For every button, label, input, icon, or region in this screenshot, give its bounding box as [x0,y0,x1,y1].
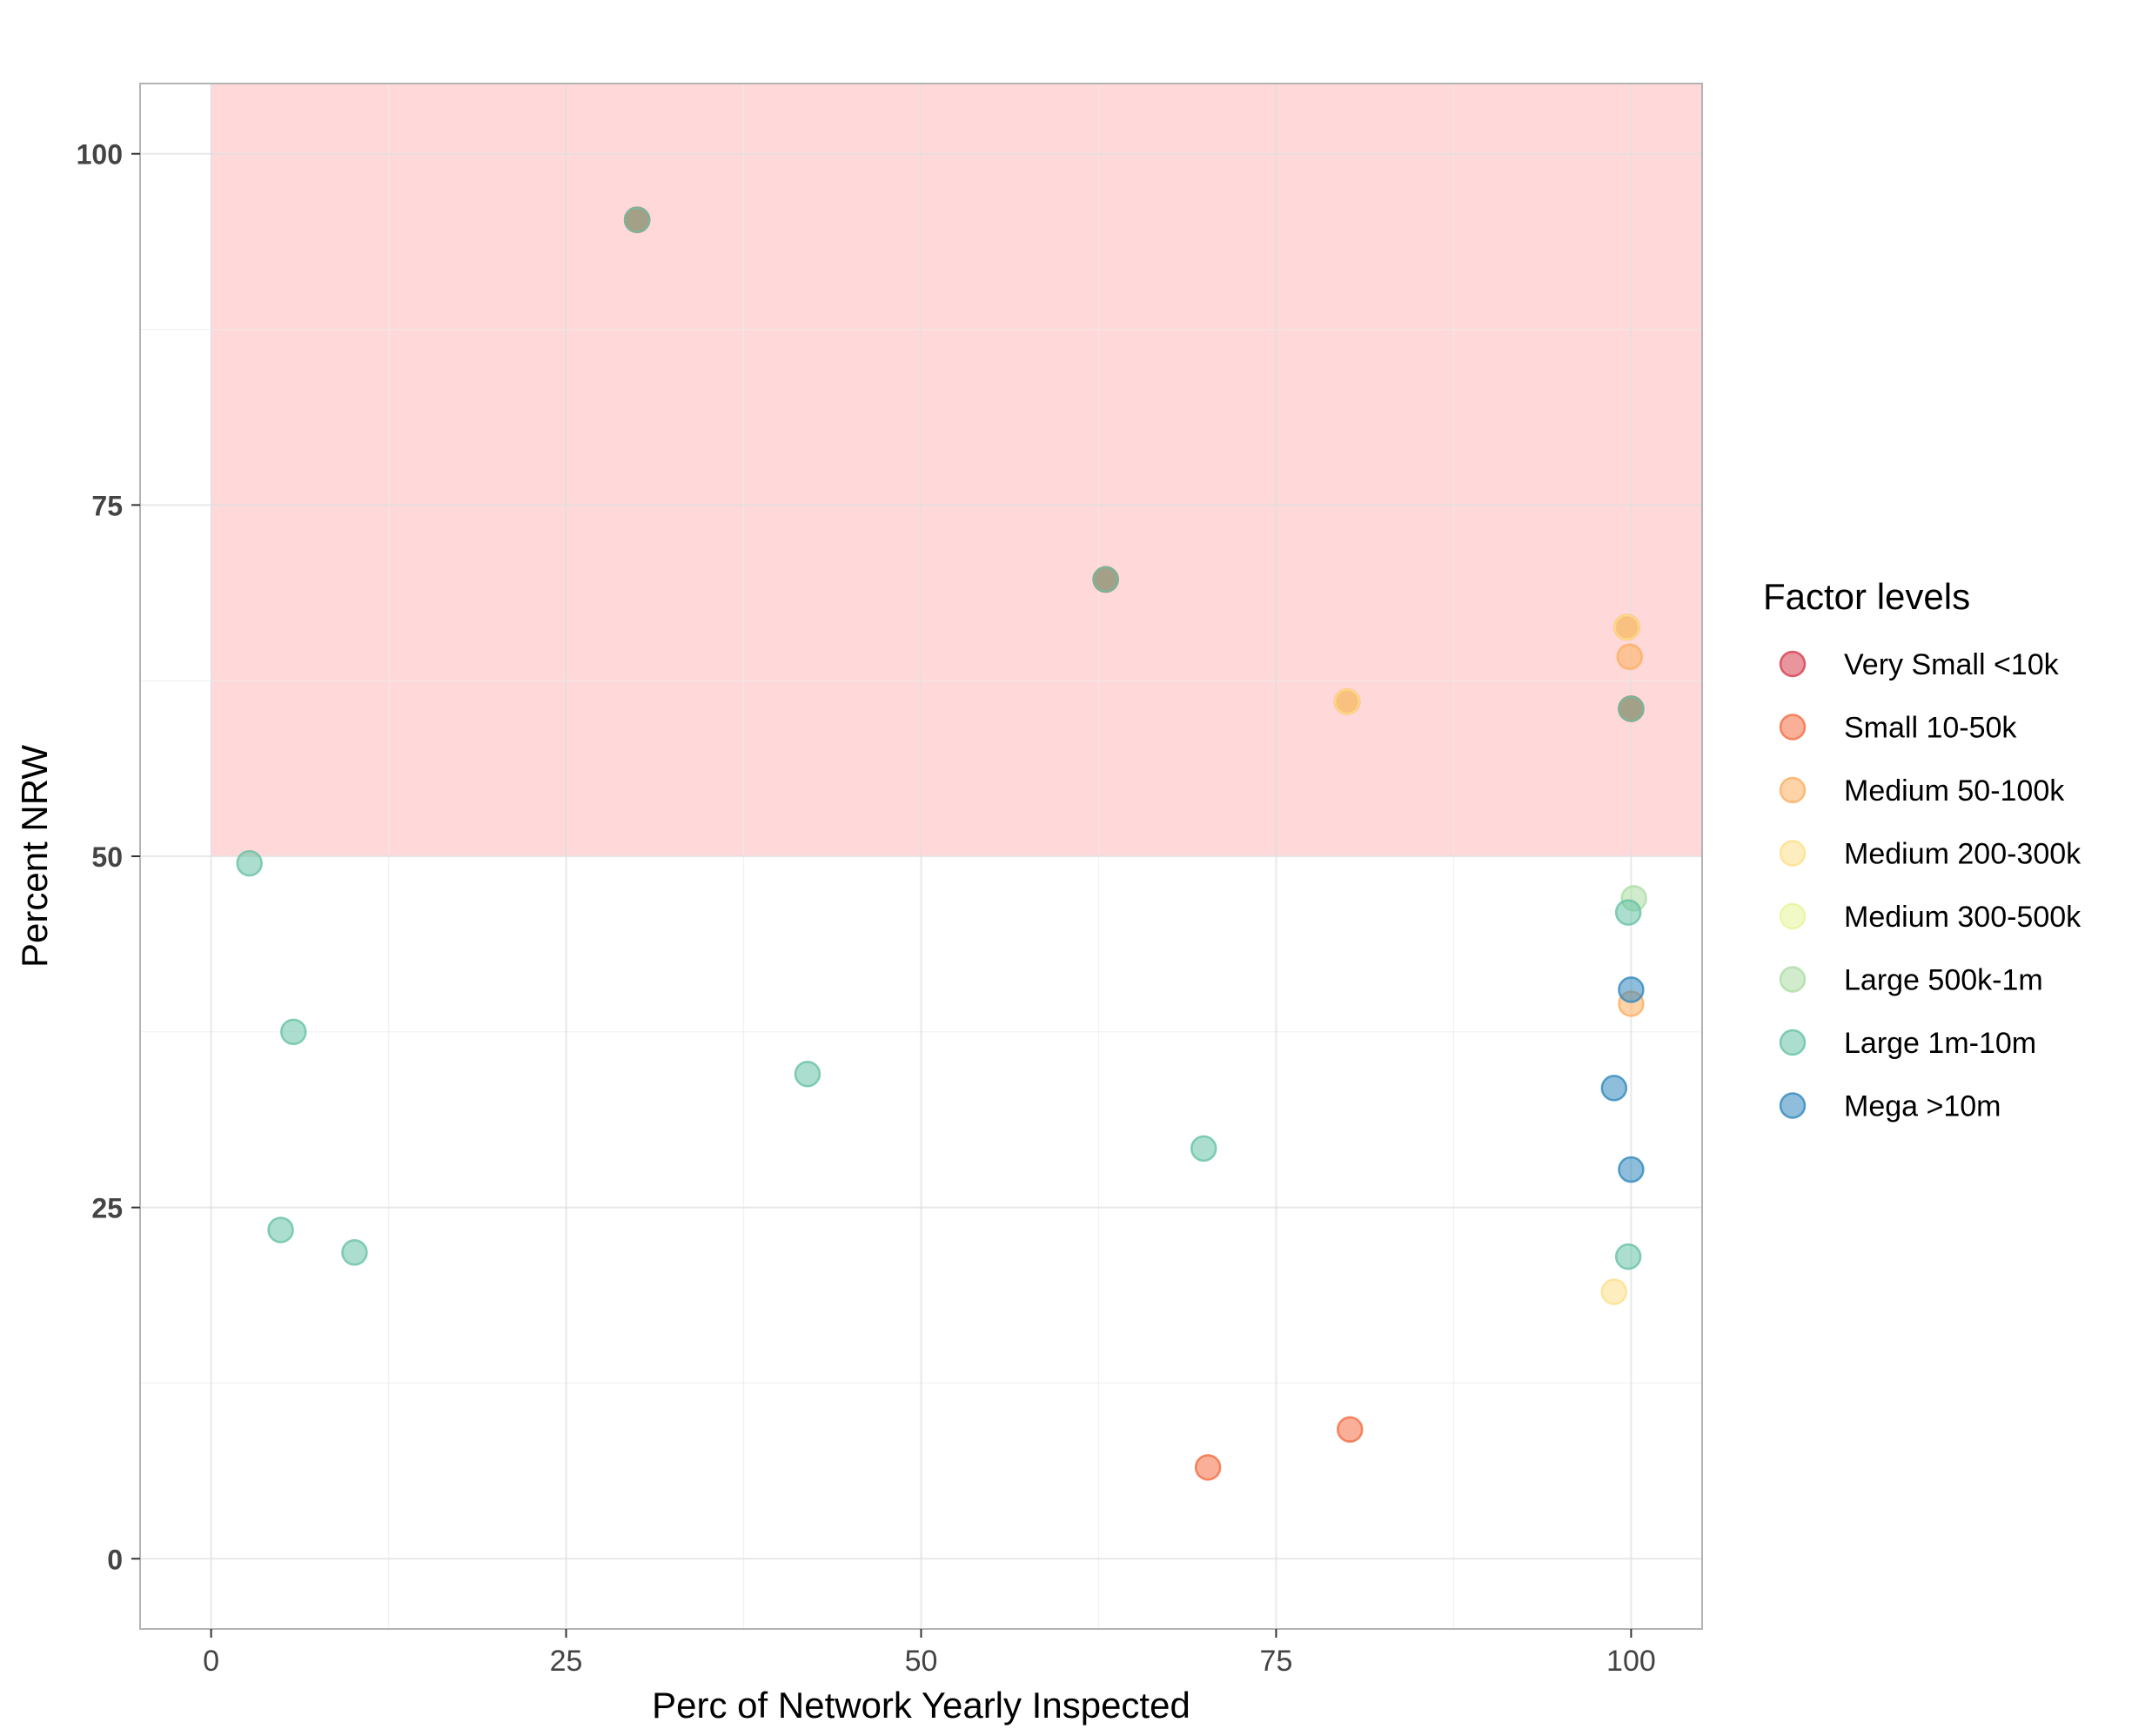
legend-key [1779,966,1807,993]
data-point [1600,1278,1628,1305]
data-point [1333,688,1361,715]
y-tick-label: 100 [77,139,123,171]
y-tick-label: 75 [91,490,123,521]
x-tick-label: 50 [905,1645,938,1678]
data-point [1614,899,1642,926]
legend-key [1779,714,1807,741]
y-tick-label: 25 [91,1193,123,1224]
legend-label: Medium 50-100k [1844,774,2065,808]
data-point [1337,1416,1364,1443]
legend-key [1779,650,1807,678]
data-point [1618,1156,1645,1183]
data-point [623,206,651,233]
data-point [1600,1075,1628,1102]
data-point [1618,976,1645,1003]
legend-label: Very Small <10k [1844,648,2060,681]
legend-items: Very Small <10k Small 10-50k Medium 50-100… [1779,648,2082,1123]
legend-key [1779,776,1807,804]
data-point [1613,613,1640,641]
highlight-region [211,84,1702,856]
legend-label: Medium 300-500k [1844,901,2082,934]
data-point [1614,1243,1642,1270]
legend-label: Large 1m-10m [1844,1027,2036,1060]
legend: Factor levels Very Small <10k Small 10-50… [1763,576,2082,1123]
data-points [236,206,1647,1481]
y-axis-ticks: 0 25 50 75 100 [77,139,140,1575]
x-tick-label: 75 [1260,1645,1293,1678]
legend-label: Small 10-50k [1844,712,2017,745]
legend-label: Medium 200-300k [1844,838,2082,871]
x-tick-label: 100 [1606,1645,1656,1678]
major-gridlines [140,84,1702,1629]
data-point [1616,643,1644,670]
data-point [1194,1454,1222,1481]
y-tick-label: 0 [107,1544,123,1575]
legend-key [1779,902,1807,930]
y-tick-label: 50 [91,841,123,873]
data-point [279,1018,307,1046]
data-point [794,1061,821,1088]
data-point [1092,566,1119,593]
legend-label: Mega >10m [1844,1090,2001,1123]
legend-key [1779,1092,1807,1119]
data-point [1190,1135,1217,1163]
x-tick-label: 0 [203,1645,219,1678]
legend-key [1779,1029,1807,1056]
data-point [341,1239,368,1266]
data-point [267,1217,294,1243]
data-point [1618,695,1645,722]
legend-title: Factor levels [1763,576,1970,617]
legend-label: Large 500k-1m [1844,964,2043,997]
x-tick-label: 25 [550,1645,583,1678]
data-point [236,849,263,877]
y-axis-title: Percent NRW [14,745,55,968]
legend-key [1779,840,1807,867]
x-axis-title: Perc of Network Yearly Inspected [652,1685,1190,1726]
x-axis-ticks: 0 25 50 75 100 [203,1629,1656,1678]
